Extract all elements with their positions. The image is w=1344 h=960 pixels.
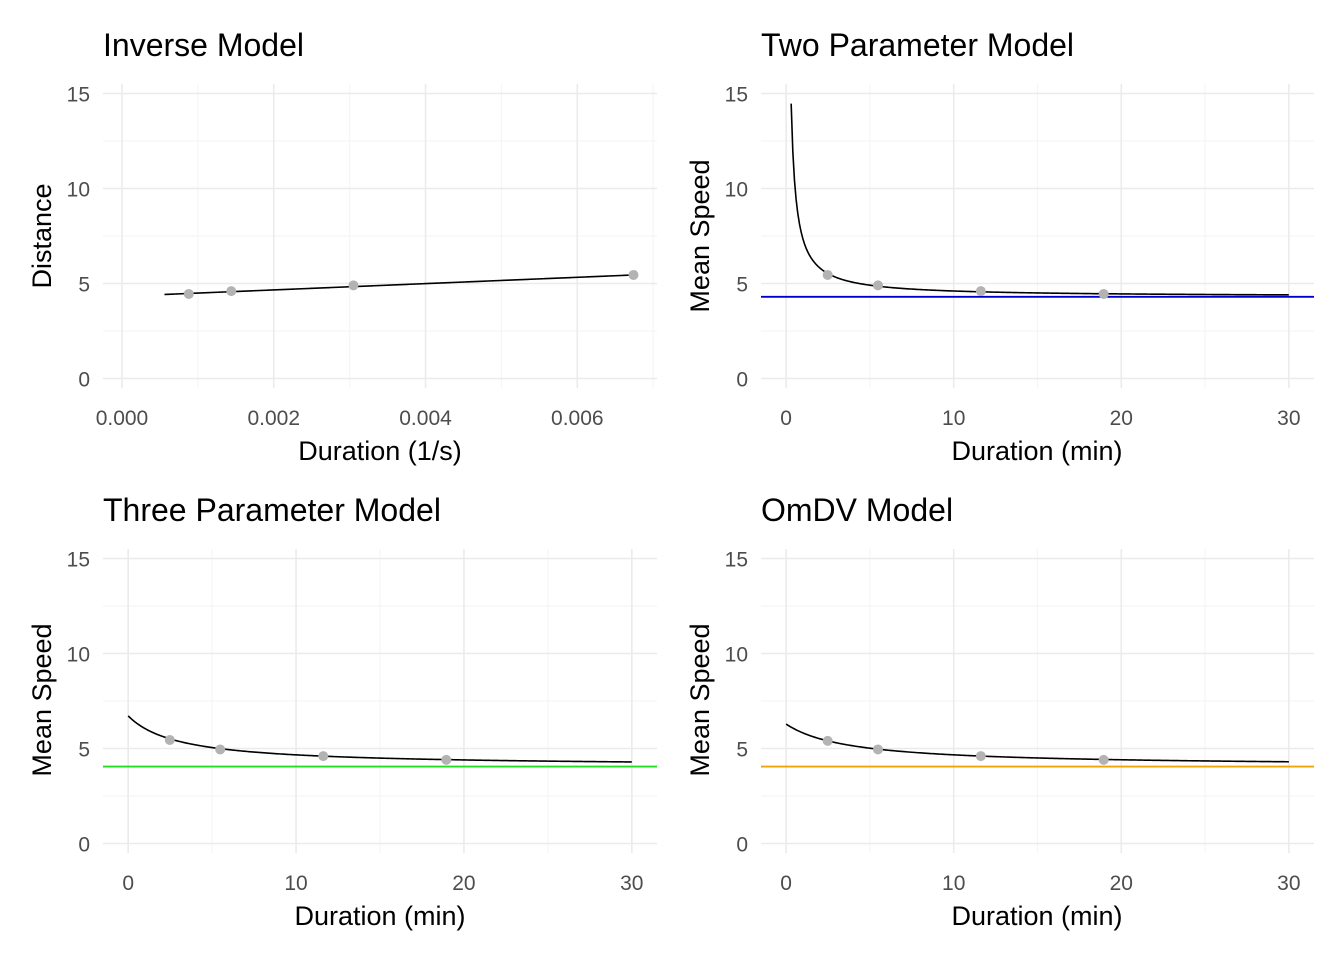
data-point — [975, 286, 986, 297]
y-tick-labels: 0 5 10 15 — [67, 84, 90, 392]
x-tick-label: 0.002 — [247, 407, 300, 430]
data-point — [226, 286, 237, 297]
panel-two-parameter-model: Two Parameter Model 0 5 10 15 0 10 20 30 Durat… — [685, 27, 1314, 466]
x-axis-label: Duration (min) — [294, 901, 465, 931]
data-point — [215, 744, 226, 755]
x-tick-label: 20 — [1110, 407, 1133, 430]
y-tick-label: 15 — [67, 84, 90, 107]
data-point — [1098, 754, 1109, 765]
data-point — [822, 269, 833, 280]
panel-three-parameter-model: Three Parameter Model 0 5 10 15 0 10 20 30 Dur… — [27, 492, 657, 931]
points-layer — [822, 269, 1109, 299]
panel-title: OmDV Model — [761, 492, 953, 528]
y-tick-label: 15 — [725, 84, 748, 107]
x-tick-label: 0.006 — [551, 407, 604, 430]
y-tick-label: 10 — [67, 179, 90, 202]
x-tick-labels: 0.000 0.002 0.004 0.006 — [96, 407, 604, 430]
y-tick-label: 0 — [78, 834, 90, 857]
y-tick-label: 15 — [725, 549, 748, 572]
panel-omdv-model: OmDV Model 0 5 10 15 0 10 20 30 Duration (min)… — [685, 492, 1314, 931]
data-point — [348, 280, 359, 291]
data-point — [441, 754, 452, 765]
y-tick-label: 10 — [725, 179, 748, 202]
data-point — [628, 269, 639, 280]
data-point — [975, 751, 986, 762]
x-tick-labels: 0 10 20 30 — [780, 872, 1300, 895]
x-tick-label: 20 — [452, 872, 475, 895]
y-tick-label: 0 — [736, 369, 748, 392]
x-tick-labels: 0 10 20 30 — [122, 872, 643, 895]
points-layer — [164, 734, 452, 765]
y-tick-labels: 0 5 10 15 — [725, 84, 748, 392]
y-axis-label: Distance — [27, 183, 57, 288]
fit-curve — [164, 274, 634, 296]
fit-curve — [785, 723, 1289, 763]
y-tick-label: 0 — [78, 369, 90, 392]
data-point — [183, 288, 194, 299]
x-tick-label: 30 — [1277, 407, 1300, 430]
grid — [761, 549, 1314, 853]
data-point — [1098, 288, 1109, 299]
y-tick-label: 5 — [736, 739, 748, 762]
x-tick-label: 10 — [284, 872, 307, 895]
grid — [761, 84, 1314, 388]
y-tick-label: 0 — [736, 834, 748, 857]
data-point — [872, 744, 883, 755]
x-tick-labels: 0 10 20 30 — [780, 407, 1300, 430]
points-layer — [822, 735, 1109, 765]
grid — [103, 549, 657, 853]
x-tick-label: 20 — [1110, 872, 1133, 895]
y-tick-label: 5 — [736, 274, 748, 297]
fit-curve — [127, 715, 632, 763]
y-axis-label: Mean Speed — [685, 159, 715, 312]
x-tick-label: 30 — [620, 872, 643, 895]
x-axis-label: Duration (1/s) — [298, 436, 462, 466]
y-tick-label: 5 — [78, 274, 90, 297]
fit-layer — [127, 715, 632, 763]
x-axis-label: Duration (min) — [951, 901, 1122, 931]
panel-title: Three Parameter Model — [103, 492, 441, 528]
fit-layer — [785, 723, 1289, 763]
y-axis-label: Mean Speed — [27, 623, 57, 776]
x-tick-label: 0 — [122, 872, 134, 895]
y-tick-label: 15 — [67, 549, 90, 572]
panel-title: Inverse Model — [103, 27, 304, 63]
grid — [103, 84, 657, 388]
x-tick-label: 0.000 — [96, 407, 149, 430]
points-layer — [183, 269, 639, 299]
fit-layer — [164, 274, 634, 296]
data-point — [822, 735, 833, 746]
data-point — [164, 734, 175, 745]
y-tick-label: 5 — [78, 739, 90, 762]
x-tick-label: 30 — [1277, 872, 1300, 895]
y-tick-label: 10 — [725, 644, 748, 667]
y-tick-labels: 0 5 10 15 — [67, 549, 90, 857]
y-tick-label: 10 — [67, 644, 90, 667]
panel-title: Two Parameter Model — [761, 27, 1074, 63]
x-tick-label: 10 — [942, 407, 965, 430]
x-tick-label: 0.004 — [399, 407, 452, 430]
x-tick-label: 0 — [780, 407, 792, 430]
y-tick-labels: 0 5 10 15 — [725, 549, 748, 857]
x-tick-label: 0 — [780, 872, 792, 895]
data-point — [318, 751, 329, 762]
data-point — [872, 280, 883, 291]
x-axis-label: Duration (min) — [951, 436, 1122, 466]
y-axis-label: Mean Speed — [685, 623, 715, 776]
x-tick-label: 10 — [942, 872, 965, 895]
